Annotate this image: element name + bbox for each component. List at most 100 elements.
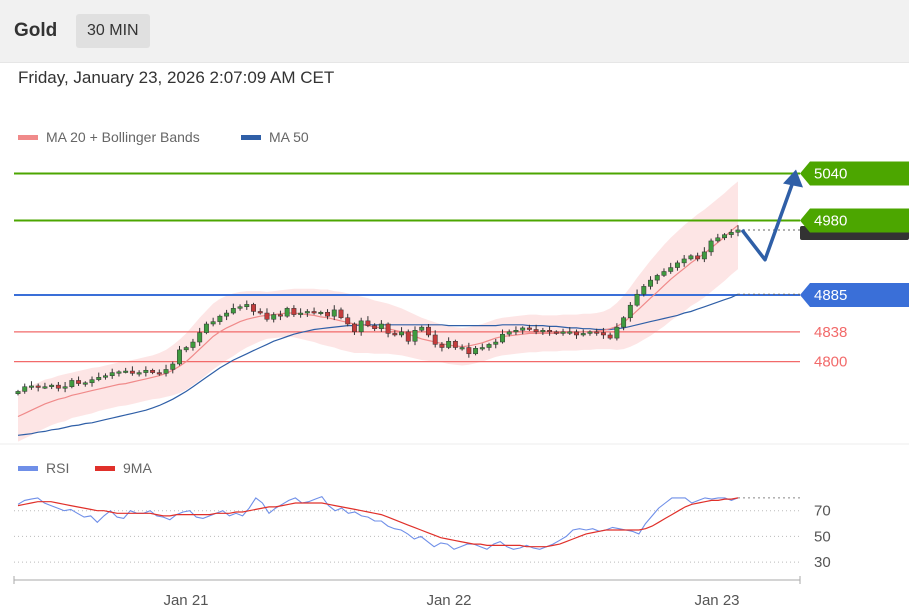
candle-body	[257, 311, 263, 314]
candle-body	[29, 385, 34, 388]
candle-body	[648, 279, 653, 287]
candle-body	[540, 330, 546, 333]
candle-body	[76, 380, 82, 384]
rsi-tick-30: 30	[814, 554, 831, 571]
candle-body	[567, 331, 573, 334]
candle-body	[345, 317, 351, 325]
forecast-arrow-line	[740, 172, 798, 262]
candle-body	[69, 380, 75, 387]
candle-body	[338, 309, 344, 318]
candle-body	[580, 333, 586, 336]
candle-body	[446, 340, 452, 348]
candle-body	[129, 370, 135, 374]
x-tick-label: Jan 22	[426, 592, 471, 609]
candle-body	[513, 330, 519, 333]
candle-body	[668, 267, 674, 272]
chart-datetime: Friday, January 23, 2026 2:07:09 AM CET	[18, 68, 335, 87]
forecast-arrowhead	[783, 169, 803, 188]
candle-body	[170, 363, 176, 370]
ma20-swatch	[18, 134, 38, 140]
candle-body	[217, 315, 223, 322]
candle-body	[385, 323, 391, 334]
candle-body	[701, 251, 707, 260]
candle-body	[574, 331, 579, 336]
x-tick-label: Jan 21	[163, 592, 208, 609]
candle-body	[621, 317, 627, 328]
candle-body	[264, 312, 270, 320]
candle-body	[426, 326, 431, 336]
level-tag-5040	[800, 161, 909, 186]
candle-body	[251, 304, 256, 312]
candle-body	[459, 347, 465, 350]
candle-body	[96, 377, 102, 380]
candle-body	[35, 385, 41, 388]
candle-body	[82, 382, 88, 385]
candle-body	[284, 308, 290, 317]
candle-body	[715, 237, 721, 242]
candle-body	[674, 262, 680, 268]
legend-ma50: MA 50	[241, 129, 309, 145]
candle-body	[22, 386, 28, 392]
candle-body	[452, 340, 458, 348]
symbol-title: Gold	[14, 20, 58, 41]
candle-body	[547, 330, 553, 333]
timeframe-badge[interactable]: 30 MIN	[76, 14, 150, 48]
candle-body	[331, 309, 337, 317]
candle-body	[210, 321, 216, 325]
candle-body	[553, 331, 559, 334]
candle-body	[298, 312, 304, 315]
candle-body	[405, 331, 411, 342]
rsi-ma-legend-label: 9MA	[123, 460, 152, 476]
candle-body	[378, 323, 384, 329]
candle-body	[190, 341, 196, 348]
rsi-ma-line	[17, 497, 739, 548]
candle-body	[237, 306, 243, 309]
level-label-4800: 4800	[814, 354, 847, 371]
candle-body	[123, 370, 129, 373]
candle-body	[614, 326, 620, 339]
candle-body	[493, 341, 499, 345]
candle-body	[654, 275, 660, 281]
rsi-legend-label: RSI	[46, 460, 70, 476]
candle-body	[304, 311, 310, 314]
candle-body	[116, 371, 122, 374]
candle-body	[587, 331, 593, 334]
ma50-swatch	[241, 134, 261, 140]
level-label-4885: 4885	[814, 287, 847, 304]
header-bar: Gold 30 MIN	[0, 0, 909, 63]
candle-body	[526, 327, 532, 330]
candle-body	[392, 333, 398, 336]
candle-body	[203, 323, 209, 333]
candle-body	[311, 311, 317, 314]
rsi-ma-swatch	[95, 465, 115, 471]
candle-body	[479, 347, 485, 350]
level-tag-4980	[800, 208, 909, 233]
candle-body	[688, 255, 694, 260]
candle-body	[277, 314, 283, 317]
candle-body	[42, 386, 48, 389]
candle-body	[722, 234, 727, 239]
candle-body	[560, 331, 566, 334]
level-label-4838: 4838	[814, 324, 847, 341]
legend-ma20: MA 20 + Bollinger Bands	[18, 129, 200, 145]
rsi-tick-70: 70	[814, 503, 831, 520]
candle-body	[412, 330, 418, 342]
candle-body	[271, 314, 277, 320]
candle-body	[439, 344, 445, 348]
rsi-tick-50: 50	[814, 528, 831, 545]
x-tick-label: Jan 23	[694, 592, 739, 609]
ma20-line	[17, 224, 739, 418]
candle-body	[197, 332, 203, 343]
candle-body	[641, 286, 647, 295]
candles-group	[15, 225, 741, 396]
candle-body	[177, 349, 182, 365]
rsi-swatch	[18, 465, 38, 471]
candle-body	[15, 391, 21, 395]
candle-body	[708, 240, 714, 253]
candle-body	[365, 320, 371, 326]
candle-body	[150, 369, 156, 373]
ma50-legend-label: MA 50	[269, 129, 309, 145]
candle-body	[594, 331, 600, 334]
bollinger-band-area	[18, 181, 738, 442]
